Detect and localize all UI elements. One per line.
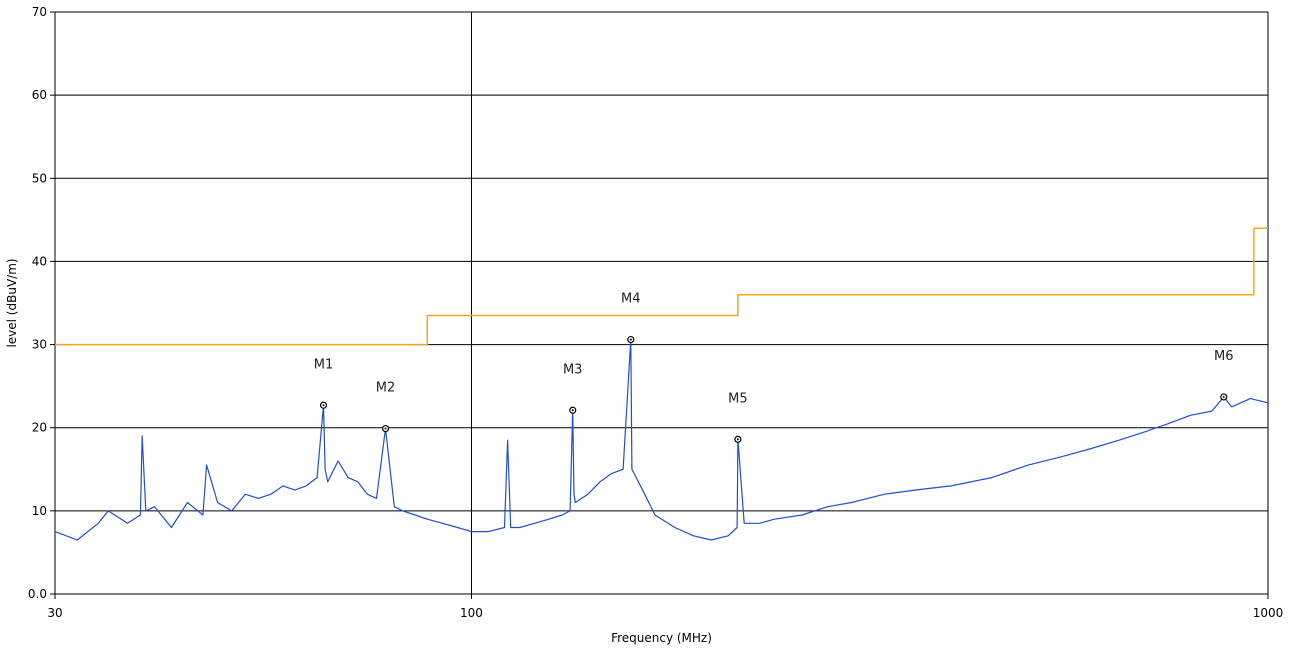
marker-label: M2 bbox=[376, 381, 396, 396]
marker-point-dot bbox=[571, 409, 574, 412]
marker-point-dot bbox=[629, 338, 632, 341]
limit-line bbox=[55, 227, 1268, 346]
marker-point-dot bbox=[736, 438, 739, 441]
y-tick-label: 0.0 bbox=[28, 587, 47, 601]
y-tick-label: 50 bbox=[32, 171, 47, 185]
x-tick-label: 30 bbox=[47, 606, 62, 620]
marker-point-dot bbox=[384, 427, 387, 430]
measurement-trace bbox=[54, 339, 1269, 541]
y-tick-label: 70 bbox=[32, 5, 47, 19]
series-layer bbox=[54, 227, 1269, 541]
y-tick-label: 20 bbox=[32, 421, 47, 435]
marker-label: M6 bbox=[1214, 349, 1234, 364]
x-axis-title: Frequency (MHz) bbox=[611, 631, 712, 645]
axes: 0.0 10 20 30 40 50 60 70 30 100 1000 bbox=[28, 5, 1283, 620]
marker-point-dot bbox=[322, 404, 325, 407]
y-tick-label: 10 bbox=[32, 504, 47, 518]
marker-label: M3 bbox=[563, 362, 583, 377]
marker-label: M5 bbox=[728, 391, 748, 406]
y-tick-label: 60 bbox=[32, 88, 47, 102]
y-axis-title: level (dBuV/m) bbox=[5, 258, 19, 347]
y-tick-label: 30 bbox=[32, 338, 47, 352]
marker-point-dot bbox=[1222, 395, 1225, 398]
marker-label: M4 bbox=[621, 292, 641, 307]
marker-label: M1 bbox=[314, 357, 334, 372]
x-tick-label: 1000 bbox=[1253, 606, 1284, 620]
x-tick-label: 100 bbox=[460, 606, 483, 620]
y-tick-label: 40 bbox=[32, 254, 47, 268]
markers-layer: M1 M2 M3 M4 M5 M6 bbox=[314, 292, 1234, 443]
